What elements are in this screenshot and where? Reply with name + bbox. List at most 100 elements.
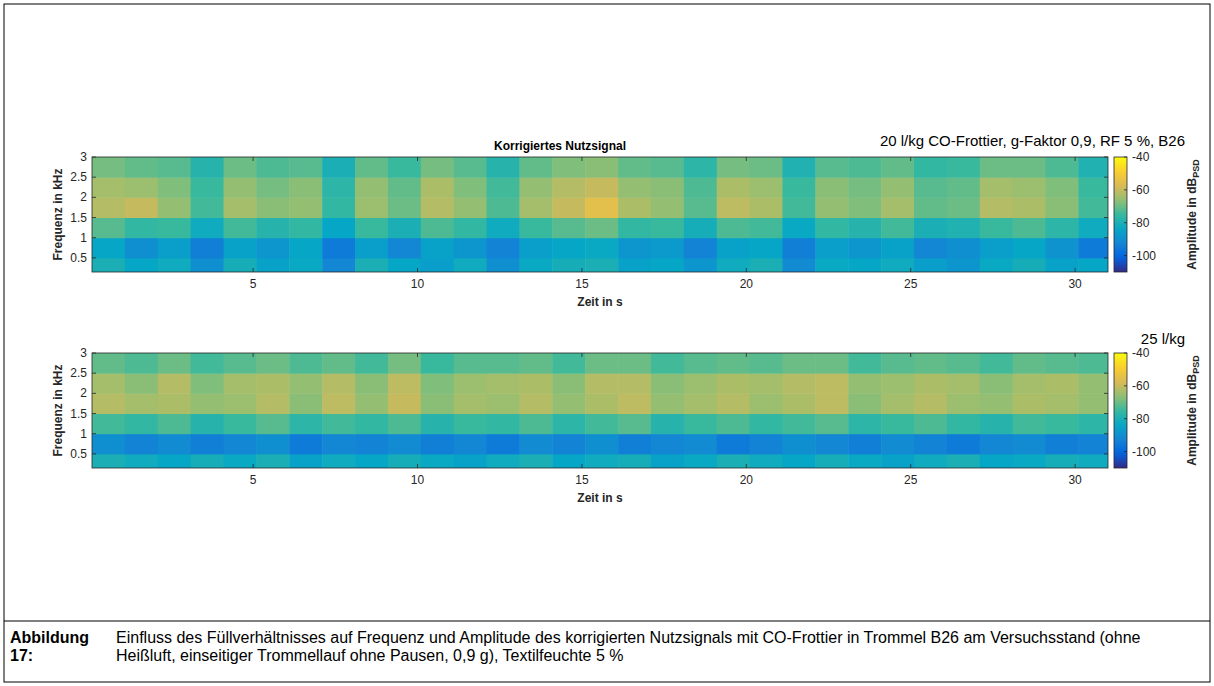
cell [585,434,618,455]
x-tick [253,464,254,468]
cell [454,177,487,198]
x-tick [910,157,911,161]
x-tick [253,353,254,357]
cell [256,393,289,414]
cell [125,434,158,455]
cell [322,414,355,435]
figure: 51015202530Zeit in s0.511.522.53Frequenz… [0,0,1214,686]
cell [191,238,224,259]
cell [717,157,750,178]
cell [1013,157,1046,178]
cell [125,353,158,374]
cell [1013,373,1046,394]
cell [388,353,421,374]
cell [454,434,487,455]
cell [980,177,1013,198]
cell [92,393,125,414]
x-tick [746,464,747,468]
y-tick-label: 1 [80,231,87,245]
cell [815,373,848,394]
cell [487,393,520,414]
y-tick-label: 3 [80,346,87,360]
cell [750,218,783,239]
cell [750,414,783,435]
cell [454,353,487,374]
cell [125,177,158,198]
y-tick [92,433,96,434]
cell [158,414,191,435]
cell [355,454,388,468]
cell [815,393,848,414]
cell [914,218,947,239]
x-tick-label: 25 [904,473,918,487]
y-tick [1104,197,1108,198]
cell [191,177,224,198]
cell [750,393,783,414]
cell [125,454,158,468]
cell [782,353,815,374]
cell [815,353,848,374]
cell [881,157,914,178]
colorbar-title-main: Amplitude in dB [1185,373,1199,465]
cell [848,218,881,239]
colorbar-tick-label: -80 [1132,216,1150,230]
cell [92,157,125,178]
cell [519,434,552,455]
cell [1046,393,1079,414]
cell [388,238,421,259]
y-tick [92,177,96,178]
cell [487,434,520,455]
cell [125,393,158,414]
y-tick [92,453,96,454]
colorbar-title: Amplitude in dBPSD [1185,355,1201,466]
cell [980,353,1013,374]
y-tick [92,197,96,198]
cell [191,258,224,272]
cell [322,258,355,272]
cell [421,218,454,239]
y-tick [1104,453,1108,454]
cell [782,258,815,272]
cell [92,218,125,239]
cell [224,218,257,239]
cell [552,218,585,239]
cell [92,373,125,394]
cell [421,454,454,468]
cell [256,353,289,374]
cell [92,454,125,468]
cell [224,177,257,198]
cell [519,353,552,374]
x-tick [746,268,747,272]
cell [92,434,125,455]
cell [881,218,914,239]
x-tick-label: 20 [740,277,754,291]
cell [1013,434,1046,455]
cell [421,177,454,198]
x-tick [1075,268,1076,272]
cell [947,393,980,414]
cell [585,353,618,374]
cell [914,258,947,272]
cell [848,238,881,259]
cell [92,353,125,374]
cell [717,238,750,259]
cell [947,353,980,374]
cell [815,434,848,455]
cell [782,393,815,414]
x-tick-label: 30 [1068,277,1082,291]
x-tick-label: 5 [250,473,257,487]
colorbar-tick-label: -80 [1132,412,1150,426]
cell [552,197,585,218]
cell [421,238,454,259]
cell [191,197,224,218]
cell [782,414,815,435]
cell [454,218,487,239]
cell [815,177,848,198]
cell [388,373,421,394]
cell [1046,454,1079,468]
caption-text: Einfluss des Füllverhältnisses auf Frequ… [116,629,1200,665]
cell [914,353,947,374]
cell [585,238,618,259]
cell [487,218,520,239]
cell [1046,157,1079,178]
